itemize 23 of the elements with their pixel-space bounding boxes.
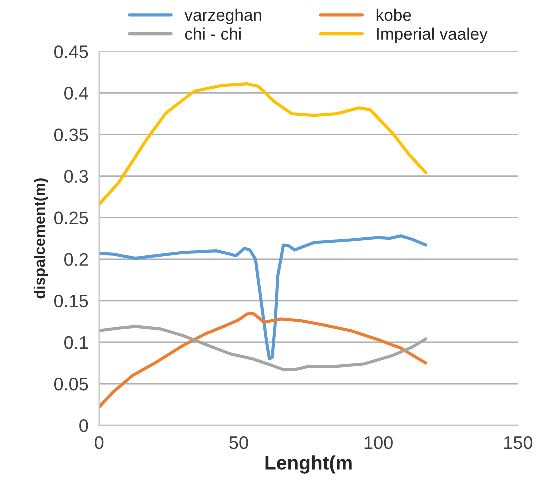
line-series xyxy=(99,312,428,409)
y-tick-label: 0.3 xyxy=(64,170,88,184)
y-tick-label: 0.1 xyxy=(64,336,88,350)
legend-label: Imperial vaaley xyxy=(377,28,488,44)
x-tick-label: 150 xyxy=(504,436,533,450)
y-tick-label: 0.25 xyxy=(54,212,88,225)
y-tick-label: 0.4 xyxy=(64,87,88,100)
x-tick-label: 100 xyxy=(364,436,393,450)
line-series xyxy=(99,82,428,206)
y-tick-label: 0.35 xyxy=(54,128,88,142)
y-tick-label: 0.15 xyxy=(54,294,88,308)
y-tick-label: 0 xyxy=(80,420,88,432)
legend-label: chi - chi xyxy=(185,28,241,40)
x-tick-label: 50 xyxy=(230,436,248,450)
legend-label: kobe xyxy=(376,8,412,22)
y-tick-label: 0.45 xyxy=(54,46,88,58)
y-tick-label: 0.05 xyxy=(54,378,88,391)
y-tick-label: 0.2 xyxy=(64,253,88,266)
legend-label: varzeghan xyxy=(184,8,262,24)
x-axis-title: Lenght(m xyxy=(266,456,352,474)
x-tick-label: 0 xyxy=(95,436,104,450)
y-axis-title: dispalcement(m) xyxy=(34,178,48,299)
line-series xyxy=(99,234,428,361)
